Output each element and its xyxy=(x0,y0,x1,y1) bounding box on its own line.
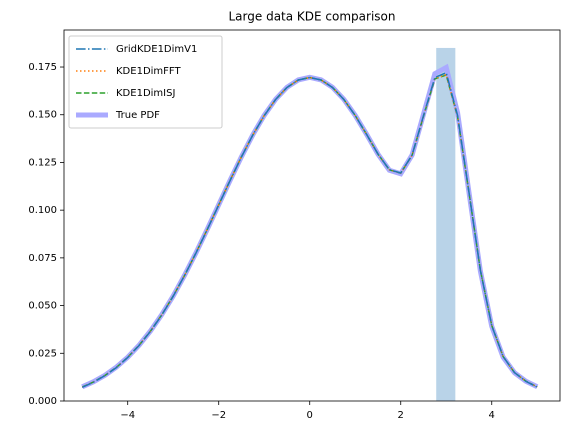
x-tick-label: −4 xyxy=(120,410,135,421)
axes-frame xyxy=(63,29,561,402)
x-tick-label: 4 xyxy=(489,410,495,421)
legend-label: KDE1DimISJ xyxy=(116,88,175,99)
x-tick-label: 2 xyxy=(398,410,404,421)
y-tick-label: 0.150 xyxy=(28,110,57,121)
y-tick-label: 0.075 xyxy=(28,253,57,264)
highlight-bar xyxy=(436,47,456,401)
series-line xyxy=(81,71,538,388)
legend-label: KDE1DimFFT xyxy=(116,66,181,77)
y-tick-label: 0.125 xyxy=(28,157,57,168)
x-tick-label: −2 xyxy=(211,410,226,421)
y-tick-label: 0.025 xyxy=(28,348,57,359)
y-tick-label: 0.000 xyxy=(28,396,57,407)
chart-title: Large data KDE comparison xyxy=(229,10,396,24)
x-tick-label: 0 xyxy=(307,410,313,421)
y-tick-label: 0.175 xyxy=(28,62,57,73)
legend-box xyxy=(68,35,223,129)
legend-label: GridKDE1DimV1 xyxy=(116,44,197,55)
legend-label: True PDF xyxy=(115,110,160,121)
y-tick-label: 0.050 xyxy=(28,301,57,312)
y-tick-label: 0.100 xyxy=(28,205,57,216)
legend: GridKDE1DimV1 KDE1DimFFT KDE1DimISJ True PD… xyxy=(68,35,223,129)
